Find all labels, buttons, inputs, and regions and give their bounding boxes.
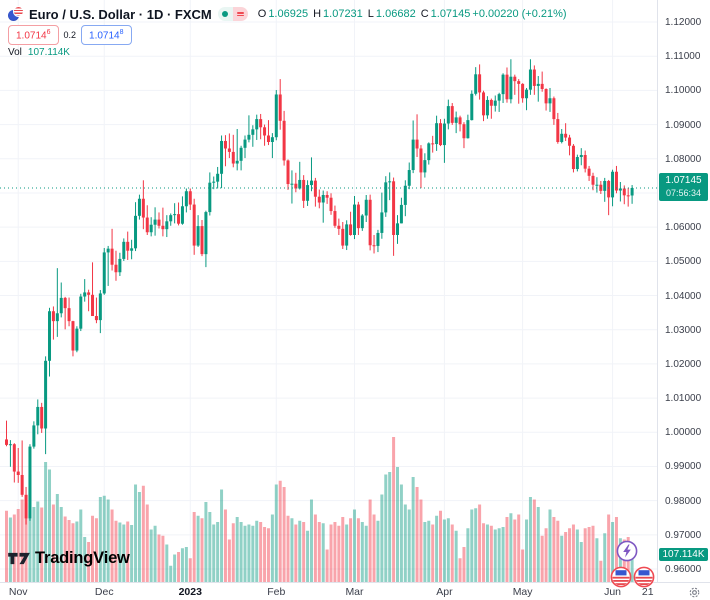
close-value: 1.07145 — [430, 8, 471, 20]
price-tick-label: 1.09000 — [665, 119, 702, 131]
last-price-value: 1.07145 — [665, 174, 702, 186]
low-value: 1.06682 — [375, 8, 416, 20]
time-tick-label: May — [512, 586, 533, 598]
ohlc-values: O 1.06925 H 1.07231 L 1.06682 C 1.07145 +0.0… — [258, 8, 567, 20]
volume-label: Vol — [8, 47, 22, 58]
market-open-dot-icon — [217, 7, 233, 21]
us-flag-icon — [14, 6, 23, 16]
time-tick-label: Feb — [267, 586, 286, 598]
buy-button[interactable]: 1.07148 — [81, 25, 132, 45]
time-axis[interactable]: Nov Dec 2023 Feb Mar Apr May Jun 21 — [0, 582, 710, 600]
symbol-title[interactable]: Euro / U.S. Dollar · 1D · FXCM — [29, 6, 212, 22]
volume-legend: Vol 107.114K — [8, 47, 567, 58]
bar-countdown: 07:56:34 — [665, 187, 702, 198]
price-axis[interactable]: 1.12000 1.11000 1.10000 1.09000 1.08000 1.060… — [657, 0, 710, 582]
volume-axis-badge: 107.114K — [659, 548, 708, 562]
price-tick-label: 1.02000 — [665, 358, 702, 370]
settings-gear-icon[interactable] — [688, 586, 701, 599]
price-tick-label: 1.12000 — [665, 17, 702, 28]
price-tick-label: 1.04000 — [665, 290, 702, 302]
time-tick-label: Mar — [345, 586, 364, 598]
time-tick-label: Dec — [94, 586, 114, 598]
price-tick-label: 1.06000 — [665, 222, 702, 234]
candlestick-chart[interactable] — [0, 0, 657, 582]
economic-event-lightning-icon[interactable] — [616, 540, 638, 562]
time-tick-label: Jun — [604, 586, 622, 598]
tradingview-logo-text: TradingView — [35, 549, 130, 567]
quick-menu-icon — [232, 7, 248, 21]
time-tick-label: 21 — [641, 586, 654, 598]
price-tick-label: 0.97000 — [665, 529, 702, 541]
market-status-toggle[interactable] — [217, 7, 248, 21]
price-tick-label: 1.11000 — [665, 51, 701, 63]
chart-legend: Euro / U.S. Dollar · 1D · FXCM O 1.06925 … — [8, 5, 567, 58]
tradingview-logo[interactable]: TradingView — [8, 549, 130, 568]
high-value: 1.07231 — [323, 8, 363, 20]
change-value: +0.00220 (+0.21%) — [472, 8, 567, 20]
price-tick-label: 1.08000 — [665, 153, 702, 165]
last-price-badge: 1.07145 07:56:34 — [659, 172, 708, 201]
price-tick-label: 1.01000 — [665, 393, 702, 405]
close-label: C — [420, 8, 429, 20]
price-tick-label: 1.03000 — [665, 324, 702, 336]
us-flag-event-icon[interactable] — [610, 566, 632, 588]
open-value: 1.06925 — [268, 8, 309, 20]
eur-usd-pair-icon — [8, 6, 23, 22]
time-tick-label: Nov — [8, 586, 28, 598]
volume-value: 107.114K — [27, 47, 70, 58]
time-tick-label: Apr — [436, 586, 453, 598]
low-label: L — [367, 8, 374, 20]
tradingview-logo-icon — [8, 552, 30, 565]
eu-flag-icon — [8, 9, 19, 21]
price-tick-label: 0.99000 — [665, 461, 702, 473]
high-label: H — [313, 8, 322, 20]
time-tick-label: 2023 — [178, 586, 202, 598]
price-tick-label: 1.10000 — [665, 85, 702, 97]
price-tick-label: 0.96000 — [665, 564, 702, 575]
price-tick-label: 0.98000 — [665, 495, 702, 507]
price-tick-label: 1.05000 — [665, 256, 702, 268]
sell-button[interactable]: 1.07146 — [8, 25, 59, 45]
spread-value: 0.2 — [63, 30, 77, 40]
us-flag-event-icon-2[interactable] — [633, 566, 655, 588]
open-label: O — [257, 8, 267, 20]
price-tick-label: 1.00000 — [665, 427, 702, 439]
